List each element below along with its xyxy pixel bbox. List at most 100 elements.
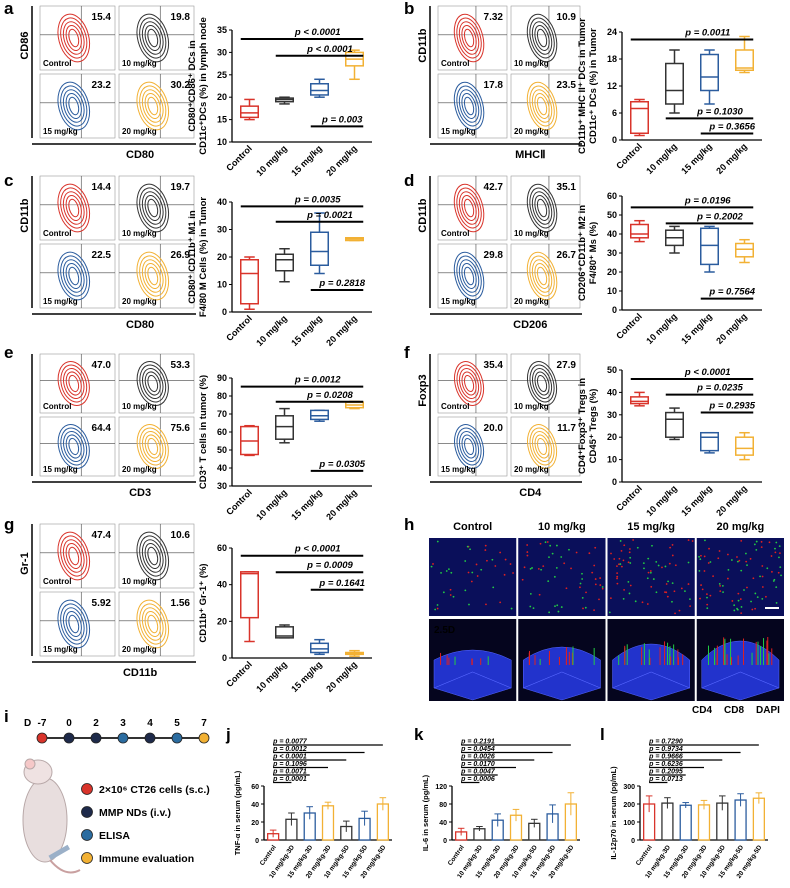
cell-dot	[777, 571, 780, 574]
cell-dot	[526, 551, 529, 553]
cell-dot	[674, 564, 677, 567]
y-axis-label: CD45⁺ Tregs (%)	[588, 389, 599, 464]
cell-dot	[547, 580, 550, 583]
contour	[62, 607, 85, 641]
cell-dot	[449, 588, 452, 591]
cell-dot	[537, 567, 540, 570]
timeline-day: -7	[38, 718, 47, 729]
flow-percent: 26.9	[171, 250, 191, 261]
contour	[537, 374, 548, 393]
panel-letter: f	[404, 343, 410, 362]
cell-dot	[601, 587, 604, 590]
y-tick-label: 40	[439, 820, 447, 827]
cell-dot	[687, 561, 690, 564]
cell-dot	[581, 572, 583, 575]
cell-dot	[475, 563, 478, 566]
contour	[458, 21, 480, 55]
box	[275, 626, 294, 639]
contour	[458, 191, 480, 225]
x-tick-label: 10 mg/kg	[254, 143, 289, 178]
mouse-icon	[22, 758, 81, 874]
cell-dot	[579, 582, 582, 585]
y-tick-label: 25	[217, 70, 227, 80]
p-value: p = 0.9734	[648, 746, 683, 753]
timeline-day: 4	[147, 718, 153, 729]
cell-dot	[629, 584, 632, 587]
cell-dot	[737, 599, 740, 602]
flow-group-label: Control	[441, 59, 469, 68]
cell-dot	[560, 606, 563, 608]
cell-dot	[430, 565, 433, 568]
cell-dot	[773, 578, 776, 581]
y-tick-label: 30	[607, 248, 617, 258]
cell-dot	[523, 566, 526, 569]
cell-dot	[526, 554, 529, 557]
cell-dot	[599, 584, 602, 586]
flow-percent: 10.6	[171, 530, 191, 541]
cell-dot	[450, 571, 453, 574]
flow-cell	[437, 73, 508, 139]
y-tick-label: 20	[251, 820, 259, 827]
box	[630, 396, 649, 405]
y-tick-label: 30	[607, 410, 617, 420]
cell-dot	[476, 575, 479, 577]
box	[310, 231, 329, 266]
cell-dot	[628, 592, 631, 595]
cell-dot	[470, 580, 473, 583]
flow-percent: 29.8	[484, 250, 504, 261]
cell-dot	[707, 562, 710, 564]
y-tick-label: 50	[607, 365, 617, 375]
cell-dot	[678, 609, 681, 612]
cell-dot	[619, 563, 622, 565]
y-tick-label: 20	[217, 252, 227, 262]
flow-group-label: 20 mg/kg	[122, 645, 157, 654]
y-tick-label: 40	[217, 197, 227, 207]
cell-dot	[538, 593, 541, 596]
cell-dot	[542, 565, 545, 567]
flow-group-label: 15 mg/kg	[43, 465, 78, 474]
contour	[463, 198, 475, 218]
cell-dot	[754, 607, 757, 610]
cell-dot	[554, 605, 556, 608]
cell-dot	[727, 568, 730, 571]
contour	[65, 262, 82, 290]
cell-dot	[646, 603, 649, 605]
contour	[461, 434, 477, 459]
cell-dot	[634, 600, 637, 603]
y-tick-label: 10	[217, 137, 227, 147]
y-axis-label: CD80⁺ CD11b⁺ M1 in	[187, 210, 198, 304]
cell-dot	[778, 545, 781, 548]
cell-dot	[629, 556, 632, 559]
legend-label: MMP NDs (i.v.)	[99, 807, 171, 819]
cell-dot	[581, 578, 584, 580]
view-label: 2.5D	[434, 625, 455, 636]
x-tick-label: 20 mg/kg	[324, 659, 359, 694]
contour	[147, 198, 159, 218]
x-tick-label: Control	[224, 487, 254, 517]
contour	[459, 368, 480, 399]
flow-group-label: 20 mg/kg	[514, 297, 549, 306]
cell-dot	[647, 557, 650, 560]
bar	[752, 797, 765, 841]
contour	[68, 437, 80, 456]
timeline-dot	[198, 732, 210, 744]
cell-dot	[622, 598, 625, 600]
cell-dot	[436, 607, 439, 610]
contour	[456, 364, 482, 403]
cell-dot	[740, 612, 743, 615]
contour	[531, 191, 553, 225]
p-value: p = 0.1030	[696, 106, 743, 117]
cell-dot	[643, 567, 645, 570]
cell-dot	[467, 571, 470, 574]
p-value: p = 0.1096	[272, 761, 307, 768]
cell-dot	[780, 574, 782, 577]
cell-dot	[775, 602, 778, 604]
cell-dot	[593, 564, 596, 567]
flow-group-label: Control	[43, 577, 71, 586]
flow-group-label: Control	[441, 402, 469, 411]
cell-dot	[687, 539, 690, 542]
cell-dot	[698, 555, 700, 558]
cell-dot	[464, 589, 467, 592]
flow-percent: 19.8	[171, 12, 191, 23]
y-axis-label: CD3⁺ T cells in tumor (%)	[198, 375, 209, 489]
